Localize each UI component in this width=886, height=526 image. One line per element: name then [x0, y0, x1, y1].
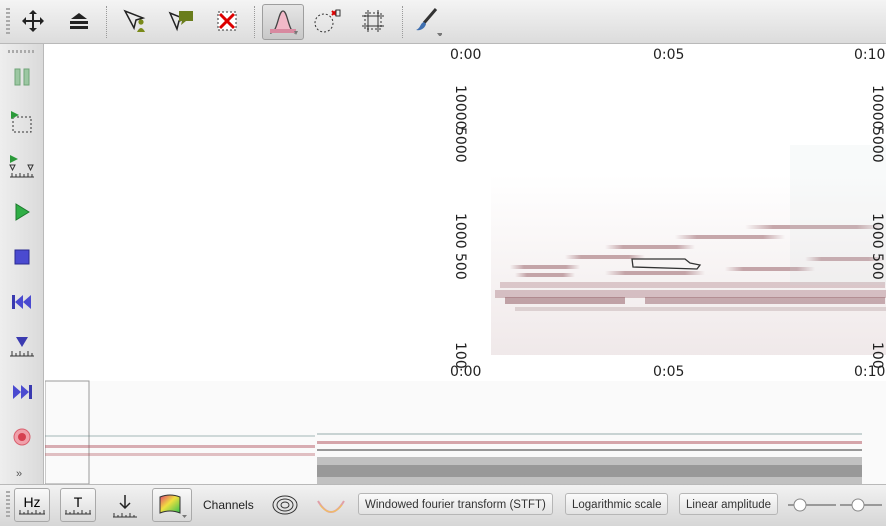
brush-icon: [416, 8, 442, 36]
rectangle-select-button[interactable]: [358, 6, 388, 36]
fast-forward-button[interactable]: [7, 377, 37, 407]
curve-button[interactable]: [314, 491, 348, 519]
record-icon: [13, 428, 31, 446]
layers-icon: [70, 13, 88, 29]
spiral-button[interactable]: [270, 491, 300, 519]
toolbar-separator: [106, 6, 108, 38]
toolbar-grip[interactable]: [6, 491, 10, 519]
down-arrow-ruler-icon: [113, 495, 137, 518]
freq-axis-label: 1000: [869, 213, 885, 249]
left-toolbar: »: [0, 44, 44, 484]
person-select-button[interactable]: [120, 6, 150, 36]
freq-axis-label: 5000: [869, 127, 885, 163]
overview-viewport-frame[interactable]: [45, 380, 90, 484]
peak-filter-button[interactable]: [262, 4, 304, 40]
selection-polygon[interactable]: [631, 258, 702, 270]
overview-strip[interactable]: [45, 380, 886, 484]
circle-select-button[interactable]: [312, 6, 342, 36]
time-axis-button[interactable]: T: [60, 488, 96, 522]
freq-axis-label: 500: [869, 253, 885, 280]
pause-button[interactable]: [7, 62, 37, 92]
channels-label[interactable]: Channels: [203, 498, 254, 512]
hz-label: Hz: [23, 494, 41, 510]
spectrogram-canvas[interactable]: [45, 45, 886, 484]
play-selection-button[interactable]: [7, 107, 37, 137]
layers-tool-button[interactable]: [64, 6, 94, 36]
fast-forward-icon: [13, 385, 32, 399]
toolbar-grip[interactable]: [8, 50, 36, 53]
delete-selection-icon: [217, 11, 237, 31]
brush-tool-button[interactable]: [412, 6, 442, 36]
marker-button[interactable]: [7, 332, 37, 362]
amplitude-sliders[interactable]: [786, 497, 882, 513]
more-tools-chevron-icon[interactable]: »: [16, 468, 23, 480]
time-axis-top-label: 0:10: [854, 47, 886, 63]
pause-icon: [14, 68, 30, 86]
rewind-button[interactable]: [7, 287, 37, 317]
freq-axis-label: 10000: [869, 85, 885, 130]
time-axis-top-label: 0:05: [653, 47, 685, 63]
toolbar-grip[interactable]: [6, 8, 10, 36]
stop-button[interactable]: [7, 242, 37, 272]
hz-axis-button[interactable]: Hz: [14, 488, 50, 522]
colormap-icon: [159, 494, 187, 518]
freq-axis-label: 500: [452, 253, 468, 280]
rewind-icon: [12, 295, 31, 309]
time-axis-top-label: 0:00: [450, 47, 482, 63]
freq-axis-label: 5000: [452, 127, 468, 163]
stop-icon: [14, 249, 30, 265]
t-label: T: [73, 494, 83, 510]
delete-selection-button[interactable]: [212, 6, 242, 36]
peak-filter-icon: [269, 10, 298, 35]
bottom-toolbar: Hz T Channels: [0, 484, 886, 526]
toolbar-separator: [402, 6, 404, 38]
freq-axis-label: 100: [452, 342, 468, 369]
freq-axis-label: 1000: [452, 213, 468, 249]
person-select-icon: [123, 9, 146, 32]
marker-icon: [10, 337, 34, 357]
top-toolbar: [0, 0, 886, 44]
ruler-icon: [19, 510, 45, 515]
curve-icon: [317, 500, 345, 513]
comment-tool-button[interactable]: [166, 6, 196, 36]
play-marked-button[interactable]: [7, 152, 37, 182]
spiral-icon: [272, 495, 298, 515]
move-tool-button[interactable]: [18, 6, 48, 36]
colormap-button[interactable]: [152, 488, 192, 522]
freq-axis-label: 10000: [452, 85, 468, 130]
scale-dropdown[interactable]: Logarithmic scale: [565, 493, 669, 515]
marker-axis-button[interactable]: [108, 491, 142, 521]
time-axis-bottom-label: 0:10: [854, 364, 886, 380]
comment-icon: [168, 11, 193, 32]
play-selection-icon: [11, 111, 32, 133]
ruler-icon: [65, 510, 91, 515]
spectrogram-harmonics: [495, 145, 886, 311]
amplitude-dropdown[interactable]: Linear amplitude: [679, 493, 779, 515]
toolbar-separator: [254, 6, 256, 38]
play-marked-icon: [9, 155, 34, 178]
play-icon: [15, 203, 30, 221]
freq-axis-label: 100: [869, 342, 885, 369]
time-axis-bottom-label: 0:00: [450, 364, 482, 380]
play-button[interactable]: [7, 197, 37, 227]
circle-select-icon: [314, 9, 341, 33]
move-icon: [22, 10, 44, 32]
rectangle-select-icon: [362, 10, 384, 32]
record-button[interactable]: [7, 422, 37, 452]
time-axis-bottom-label: 0:05: [653, 364, 685, 380]
transform-dropdown[interactable]: Windowed fourier transform (STFT): [358, 493, 553, 515]
spectrogram-viewport[interactable]: 0:00 0:05 0:10 0:00 0:05 0:10 10000 5000…: [45, 45, 886, 484]
slider-track[interactable]: [786, 497, 882, 513]
